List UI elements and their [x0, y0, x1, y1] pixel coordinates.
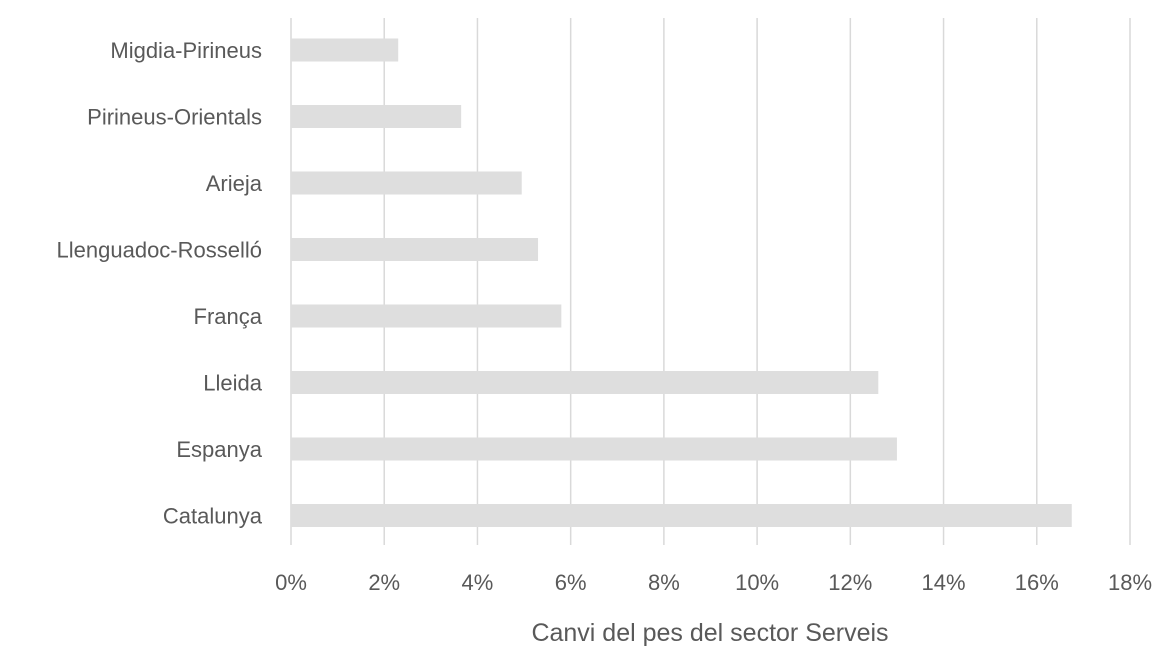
bar: [291, 38, 399, 62]
x-tick-label: 6%: [555, 570, 587, 595]
x-tick-label: 2%: [368, 570, 400, 595]
x-axis-title: Canvi del pes del sector Serveis: [531, 619, 888, 647]
x-tick-label: 14%: [922, 570, 966, 595]
category-label: Arieja: [206, 171, 263, 196]
x-tick-label: 18%: [1108, 570, 1152, 595]
bars: [291, 38, 1072, 527]
category-label: Espanya: [176, 437, 262, 462]
x-tick-label: 12%: [828, 570, 872, 595]
bar: [291, 437, 897, 461]
gridlines: [290, 18, 1131, 545]
x-tick-label: 4%: [462, 570, 494, 595]
bar: [291, 238, 539, 261]
category-label: França: [194, 304, 263, 329]
x-tick-label: 8%: [648, 570, 680, 595]
x-tick-label: 16%: [1015, 570, 1059, 595]
bar: [291, 304, 562, 328]
x-axis-tick-labels: 0% 2% 4% 6% 8% 10% 12% 14% 16% 18%: [275, 570, 1152, 595]
x-tick-label: 10%: [735, 570, 779, 595]
category-label: Pirineus-Orientals: [87, 105, 262, 130]
category-label: Catalunya: [163, 504, 263, 529]
category-label: Lleida: [203, 371, 262, 396]
category-label: Llenguadoc-Rosselló: [57, 238, 262, 263]
bar: [291, 171, 522, 195]
bar: [291, 105, 462, 128]
bar: [291, 371, 879, 394]
bar: [291, 504, 1072, 527]
x-tick-label: 0%: [275, 570, 307, 595]
category-labels: Migdia-Pirineus Pirineus-Orientals Arieja L…: [57, 38, 263, 529]
category-label: Migdia-Pirineus: [110, 38, 262, 63]
